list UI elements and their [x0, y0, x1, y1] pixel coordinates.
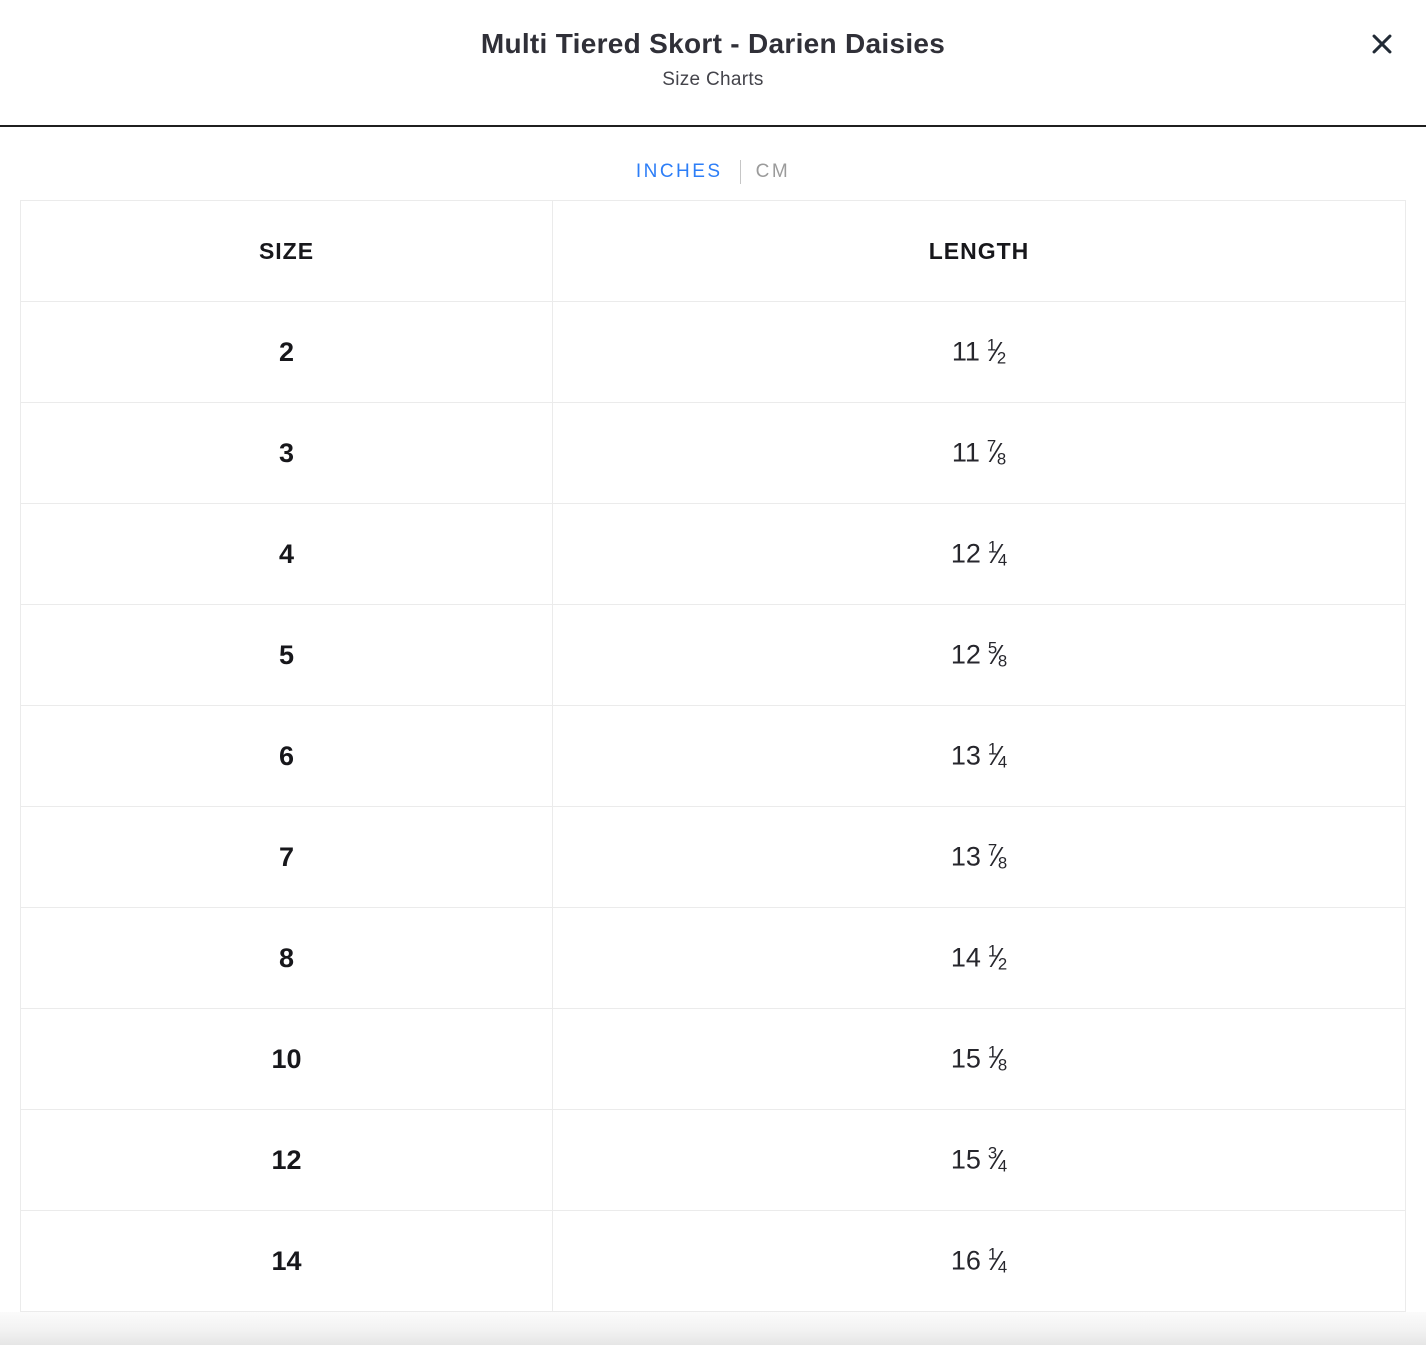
size-cell: 5 [20, 604, 553, 706]
fraction: 1⁄4 [987, 1244, 1008, 1277]
table-row: 14 16 1⁄4 [20, 1210, 1406, 1312]
close-icon [1368, 30, 1396, 58]
fraction: 1⁄2 [987, 941, 1008, 974]
size-cell: 2 [20, 301, 553, 403]
table-row: 6 13 1⁄4 [20, 705, 1406, 807]
fraction: 1⁄2 [986, 335, 1007, 368]
length-cell: 12 1⁄4 [552, 503, 1406, 605]
length-cell: 11 1⁄2 [552, 301, 1406, 403]
close-button[interactable] [1364, 26, 1400, 62]
fraction: 7⁄8 [987, 840, 1008, 873]
size-cell: 7 [20, 806, 553, 908]
length-cell: 14 1⁄2 [552, 907, 1406, 1009]
column-header-length: LENGTH [552, 200, 1406, 302]
size-chart-table-body: 2 11 1⁄2 3 11 7⁄8 4 12 1⁄4 5 12 5⁄8 6 13 1⁄4 7 13 7⁄8 8 14 1… [20, 301, 1406, 1312]
unit-toggle-divider [739, 160, 741, 184]
length-cell: 13 1⁄4 [552, 705, 1406, 807]
table-row: 12 15 3⁄4 [20, 1109, 1406, 1211]
fraction: 7⁄8 [986, 436, 1007, 469]
length-cell: 12 5⁄8 [552, 604, 1406, 706]
size-cell: 10 [20, 1008, 553, 1110]
size-chart-table: SIZE LENGTH 2 11 1⁄2 3 11 7⁄8 4 12 1⁄4 5 12 5⁄8 6 13 1… [20, 200, 1406, 1312]
length-cell: 13 7⁄8 [552, 806, 1406, 908]
footer-scrim [0, 1312, 1426, 1345]
modal-header: Multi Tiered Skort - Darien Daisies Size… [0, 0, 1426, 127]
table-row: 4 12 1⁄4 [20, 503, 1406, 605]
table-row: 10 15 1⁄8 [20, 1008, 1406, 1110]
fraction: 1⁄8 [987, 1042, 1008, 1075]
size-cell: 4 [20, 503, 553, 605]
unit-tab-cm[interactable]: CM [755, 161, 791, 182]
size-cell: 14 [20, 1210, 553, 1312]
fraction: 5⁄8 [987, 638, 1008, 671]
table-row: 8 14 1⁄2 [20, 907, 1406, 1009]
size-cell: 3 [20, 402, 553, 504]
length-cell: 15 1⁄8 [552, 1008, 1406, 1110]
size-cell: 8 [20, 907, 553, 1009]
fraction: 3⁄4 [987, 1143, 1008, 1176]
length-cell: 16 1⁄4 [552, 1210, 1406, 1312]
table-row: 5 12 5⁄8 [20, 604, 1406, 706]
table-row: 2 11 1⁄2 [20, 301, 1406, 403]
length-cell: 15 3⁄4 [552, 1109, 1406, 1211]
unit-toggle: INCHES CM [0, 159, 1426, 185]
table-row: 7 13 7⁄8 [20, 806, 1406, 908]
page-title: Multi Tiered Skort - Darien Daisies [480, 28, 946, 59]
size-cell: 6 [20, 705, 553, 807]
modal-subtitle: Size Charts [662, 69, 764, 90]
fraction: 1⁄4 [987, 739, 1008, 772]
fraction: 1⁄4 [987, 537, 1008, 570]
table-row: 3 11 7⁄8 [20, 402, 1406, 504]
length-cell: 11 7⁄8 [552, 402, 1406, 504]
column-header-size: SIZE [20, 200, 553, 302]
size-cell: 12 [20, 1109, 553, 1211]
table-header-row: SIZE LENGTH [20, 200, 1406, 302]
unit-tab-inches[interactable]: INCHES [635, 161, 723, 182]
